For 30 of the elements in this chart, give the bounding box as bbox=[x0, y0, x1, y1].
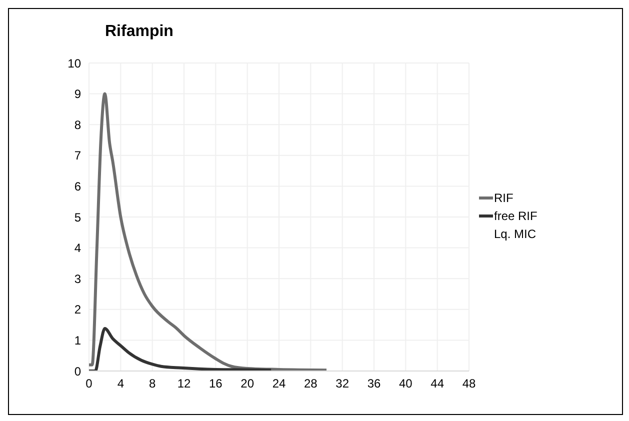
chart-title: Rifampin bbox=[105, 23, 174, 41]
legend-label: free RIF bbox=[494, 209, 538, 223]
y-tick-label: 6 bbox=[74, 179, 82, 194]
x-tick-label: 48 bbox=[462, 376, 476, 391]
x-tick-label: 16 bbox=[208, 376, 223, 391]
x-tick-label: 4 bbox=[117, 376, 124, 391]
x-tick-label: 44 bbox=[430, 376, 444, 391]
y-tick-label: 8 bbox=[74, 118, 82, 132]
y-tick-label: 9 bbox=[74, 87, 82, 102]
y-tick-label: 1 bbox=[74, 333, 82, 348]
y-tick-label: 2 bbox=[74, 302, 82, 317]
x-tick-label: 24 bbox=[272, 376, 286, 391]
legend-label: RIF bbox=[494, 191, 514, 205]
line-series bbox=[89, 326, 273, 371]
y-tick-label: 3 bbox=[74, 272, 82, 286]
x-tick-label: 8 bbox=[148, 376, 156, 391]
x-tick-label: 28 bbox=[304, 376, 318, 391]
line-series bbox=[89, 92, 328, 371]
x-tick-label: 40 bbox=[398, 376, 413, 391]
y-tick-label: 4 bbox=[74, 241, 82, 256]
text: Lq. MIC bbox=[494, 227, 536, 241]
x-tick-label: 36 bbox=[367, 376, 381, 391]
y-tick-label: 0 bbox=[74, 364, 82, 378]
x-tick-label: 12 bbox=[177, 376, 191, 391]
x-tick-label: 32 bbox=[336, 376, 350, 391]
y-tick-label: 7 bbox=[74, 148, 82, 163]
y-tick-label: 5 bbox=[74, 210, 82, 224]
x-tick-label: 0 bbox=[86, 376, 93, 391]
x-tick-label: 20 bbox=[240, 376, 254, 391]
y-tick-label: 10 bbox=[68, 56, 82, 70]
